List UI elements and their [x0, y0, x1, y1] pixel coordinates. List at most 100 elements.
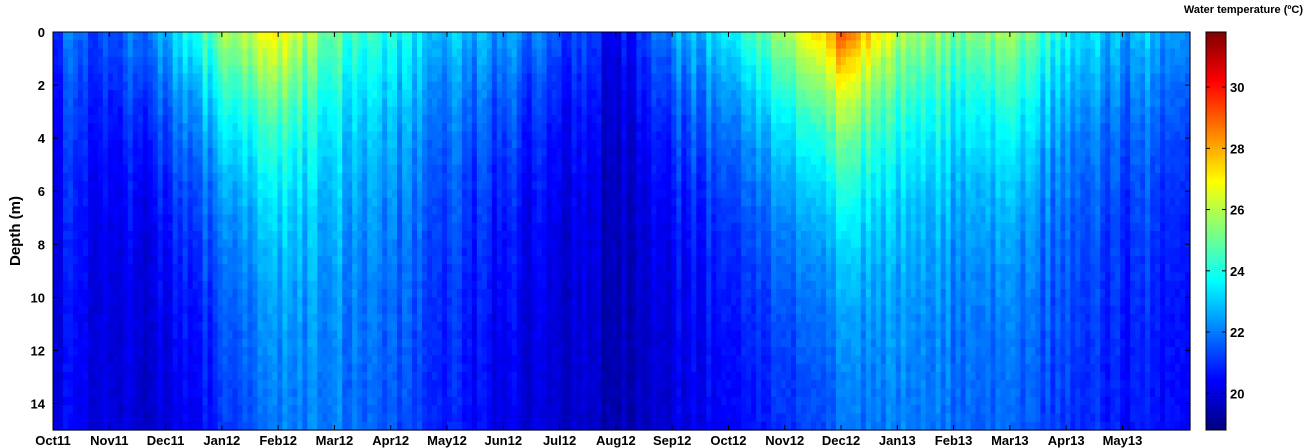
heatmap-cell	[466, 239, 473, 249]
heatmap-cell	[446, 305, 453, 315]
heatmap-cell	[152, 131, 159, 141]
heatmap-cell	[212, 380, 219, 390]
heatmap-cell	[172, 156, 179, 166]
heatmap-cell	[451, 388, 458, 398]
heatmap-cell	[112, 206, 119, 216]
heatmap-cell	[511, 40, 518, 50]
heatmap-cell	[382, 255, 388, 265]
heatmap-cell	[192, 305, 199, 315]
heatmap-cell	[53, 40, 59, 50]
heatmap-cell	[397, 305, 403, 315]
heatmap-cell	[417, 206, 423, 216]
heatmap-cell	[62, 90, 69, 99]
heatmap-cell	[53, 413, 59, 423]
heatmap-cell	[412, 355, 418, 365]
heatmap-cell	[202, 272, 209, 282]
heatmap-cell	[521, 313, 528, 323]
heatmap-cell	[177, 305, 184, 315]
heatmap-cell	[242, 48, 249, 58]
heatmap-cell	[491, 405, 498, 415]
heatmap-cell	[516, 396, 523, 406]
heatmap-cell	[312, 272, 318, 282]
heatmap-cell	[142, 363, 149, 373]
heatmap-cell	[347, 32, 353, 41]
heatmap-cell	[117, 247, 124, 257]
heatmap-cell	[566, 48, 573, 58]
heatmap-cell	[546, 189, 553, 199]
heatmap-cell	[267, 305, 274, 315]
heatmap-cell	[292, 56, 298, 66]
heatmap-cell	[422, 371, 428, 381]
heatmap-cell	[87, 189, 94, 199]
heatmap-cell	[317, 380, 323, 390]
heatmap-cell	[541, 330, 548, 340]
heatmap-cell	[471, 264, 478, 274]
heatmap-cell	[417, 338, 423, 348]
heatmap-cell	[541, 338, 548, 348]
heatmap-cell	[521, 32, 528, 41]
heatmap-cell	[302, 90, 308, 99]
heatmap-cell	[382, 363, 388, 373]
heatmap-cell	[342, 48, 348, 58]
heatmap-cell	[222, 106, 229, 116]
heatmap-cell	[92, 396, 99, 406]
heatmap-cell	[237, 421, 244, 431]
heatmap-cell	[511, 48, 518, 58]
heatmap-cell	[262, 239, 269, 249]
heatmap-cell	[372, 123, 378, 133]
heatmap-cell	[287, 305, 293, 315]
heatmap-cell	[212, 206, 219, 216]
heatmap-cell	[92, 114, 99, 124]
heatmap-cell	[92, 65, 99, 75]
heatmap-cell	[352, 197, 358, 207]
heatmap-cell	[496, 421, 503, 431]
heatmap-cell	[147, 56, 154, 66]
heatmap-cell	[242, 40, 249, 50]
heatmap-cell	[556, 313, 563, 323]
heatmap-cell	[561, 172, 568, 182]
heatmap-cell	[212, 396, 219, 406]
heatmap-cell	[461, 98, 468, 108]
heatmap-cell	[461, 413, 468, 423]
heatmap-cell	[307, 355, 313, 365]
heatmap-cell	[491, 313, 498, 323]
heatmap-cell	[481, 272, 488, 282]
heatmap-cell	[222, 272, 229, 282]
heatmap-cell	[312, 98, 318, 108]
heatmap-cell	[357, 48, 363, 58]
heatmap-cell	[202, 123, 209, 133]
heatmap-cell	[112, 264, 119, 274]
heatmap-cell	[92, 56, 99, 66]
heatmap-cell	[456, 289, 463, 298]
heatmap-cell	[262, 338, 269, 348]
heatmap-cell	[167, 305, 174, 315]
heatmap-cell	[57, 255, 64, 265]
heatmap-cell	[531, 65, 538, 75]
heatmap-cell	[397, 222, 403, 232]
heatmap-cell	[102, 32, 109, 41]
heatmap-cell	[561, 65, 568, 75]
heatmap-cell	[272, 239, 279, 249]
heatmap-cell	[516, 90, 523, 99]
heatmap-cell	[377, 355, 383, 365]
heatmap-cell	[237, 280, 244, 290]
heatmap-cell	[377, 297, 383, 307]
heatmap-cell	[117, 56, 124, 66]
heatmap-cell	[357, 123, 363, 133]
heatmap-cell	[476, 355, 483, 365]
heatmap-cell	[162, 289, 169, 298]
heatmap-cell	[372, 81, 378, 91]
heatmap-cell	[377, 239, 383, 249]
heatmap-cell	[117, 297, 124, 307]
heatmap-cell	[107, 255, 114, 265]
heatmap-cell	[272, 131, 279, 141]
heatmap-cell	[112, 396, 119, 406]
heatmap-cell	[561, 297, 568, 307]
heatmap-cell	[436, 73, 443, 83]
heatmap-cell	[531, 289, 538, 298]
heatmap-cell	[446, 371, 453, 381]
heatmap-cell	[397, 73, 403, 83]
heatmap-cell	[526, 56, 533, 66]
heatmap-cell	[207, 280, 214, 290]
heatmap-cell	[167, 172, 174, 182]
